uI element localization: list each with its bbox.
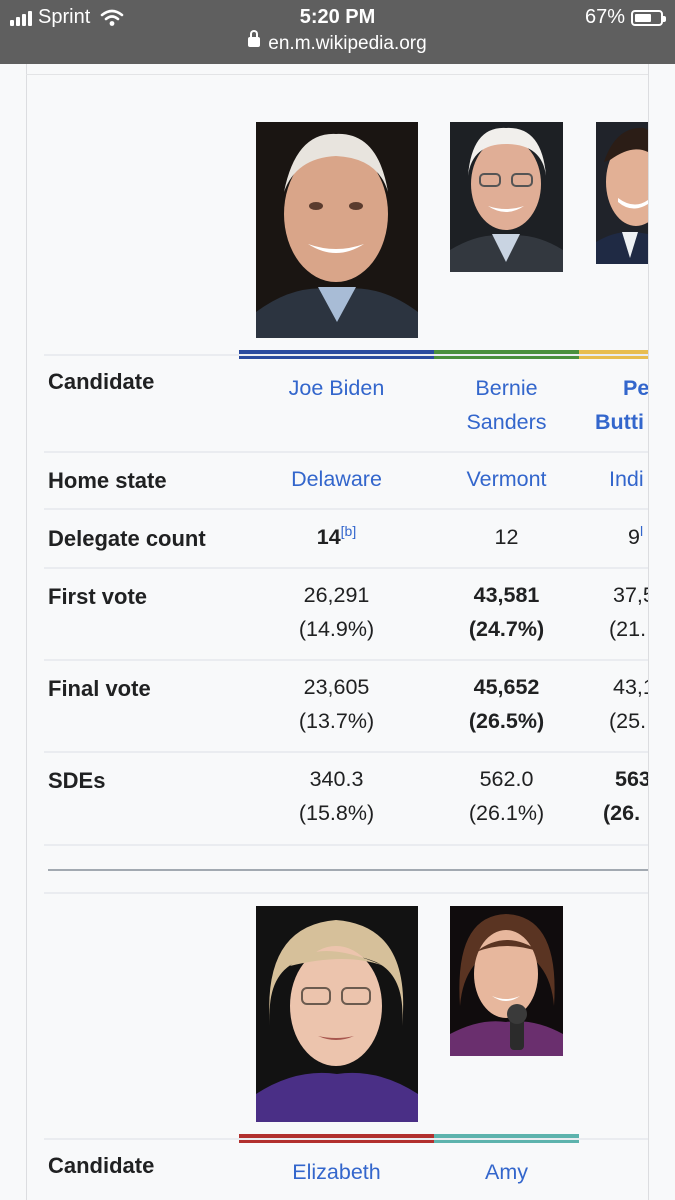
vote-count: 37,5	[613, 583, 648, 607]
vote-percent: (24.7%)	[468, 617, 545, 641]
section-separator	[48, 869, 648, 871]
candidate-name-biden[interactable]: Joe Biden	[239, 371, 434, 405]
delegates-buttigieg: 9l	[628, 520, 648, 554]
candidate-link-line2[interactable]: Sanders	[466, 410, 547, 434]
vote-percent: (26.5%)	[468, 709, 545, 733]
candidate-name-sanders[interactable]: Bernie Sanders	[434, 371, 579, 439]
candidate-photo-klobuchar[interactable]	[450, 906, 563, 1056]
row-label-candidate: Candidate	[48, 1153, 155, 1178]
results-infobox: Candidate Joe Biden Bernie Sanders Pe Bu…	[0, 64, 648, 1200]
row-label-candidate: Candidate	[48, 369, 155, 394]
vote-percent: (13.7%)	[298, 709, 375, 733]
candidate-name-buttigieg[interactable]: Pe Butti	[595, 371, 648, 439]
row-divider	[44, 659, 648, 661]
candidate-link[interactable]: Joe Biden	[288, 376, 385, 400]
delegate-value: 9	[628, 525, 640, 549]
lock-icon	[248, 29, 261, 47]
home-state-biden[interactable]: Delaware	[291, 467, 382, 491]
row-label-final-vote: Final vote	[48, 676, 151, 701]
sde-percent: (26.	[603, 801, 641, 825]
row-divider	[44, 844, 648, 846]
battery-icon	[631, 9, 666, 26]
battery-indicator: 67%	[584, 6, 666, 29]
home-state-buttigieg[interactable]: Indi	[609, 467, 644, 491]
delegates-sanders: 12	[494, 525, 519, 549]
reference-link[interactable]: l	[639, 522, 644, 539]
sde-value: 563	[615, 767, 648, 791]
first-vote-sanders: 43,581 (24.7%)	[434, 578, 579, 646]
page-border-right	[648, 64, 649, 1200]
vote-percent: (14.9%)	[298, 617, 375, 641]
candidate-link-line1[interactable]: Bernie	[475, 376, 538, 400]
row-label-home-state: Home state	[48, 468, 167, 493]
carrier-name: Sprint	[38, 6, 91, 28]
delegates-biden: 14[b]	[239, 520, 434, 554]
sde-percent: (26.1%)	[468, 801, 545, 825]
row-divider	[44, 1138, 648, 1140]
final-vote-buttigieg: 43,1 (25.	[609, 670, 648, 738]
row-divider	[44, 508, 648, 510]
page-border-left	[26, 64, 27, 1200]
vote-count: 26,291	[303, 583, 370, 607]
sde-percent: (15.8%)	[298, 801, 375, 825]
final-vote-sanders: 45,652 (26.5%)	[434, 670, 579, 738]
candidate-photo-sanders[interactable]	[450, 122, 563, 272]
row-divider	[44, 451, 648, 453]
first-vote-buttigieg: 37,5 (21.	[609, 578, 648, 646]
home-state-sanders[interactable]: Vermont	[466, 467, 547, 491]
row-label-delegate-count: Delegate count	[48, 526, 206, 551]
first-vote-biden: 26,291 (14.9%)	[239, 578, 434, 646]
final-vote-biden: 23,605 (13.7%)	[239, 670, 434, 738]
reference-link[interactable]: [b]	[340, 522, 357, 539]
clock: 5:20 PM	[299, 6, 376, 28]
sdes-sanders: 562.0 (26.1%)	[434, 762, 579, 830]
sdes-biden: 340.3 (15.8%)	[239, 762, 434, 830]
vote-count: 43,581	[473, 583, 540, 607]
url-text: en.m.wikipedia.org	[268, 33, 427, 54]
wifi-icon	[100, 9, 124, 26]
candidate-photo-biden[interactable]	[256, 122, 418, 338]
candidate-photo-buttigieg[interactable]	[596, 122, 648, 264]
row-divider	[44, 354, 648, 356]
row-divider	[44, 751, 648, 753]
candidate-link-line1[interactable]: Pe	[623, 376, 648, 400]
battery-percent: 67%	[584, 6, 625, 28]
row-label-sdes: SDEs	[48, 768, 106, 793]
row-divider	[44, 567, 648, 569]
vote-percent: (25.	[609, 709, 647, 733]
signal-icon	[10, 10, 32, 26]
candidate-link-line2[interactable]: Butti	[595, 410, 644, 434]
candidate-photo-warren[interactable]	[256, 906, 418, 1122]
vote-percent: (21.	[609, 617, 647, 641]
table-top-border	[26, 74, 648, 75]
vote-count: 45,652	[473, 675, 540, 699]
sde-value: 562.0	[479, 767, 534, 791]
candidate-name-klobuchar[interactable]: Amy	[485, 1160, 528, 1184]
vote-count: 23,605	[303, 675, 370, 699]
sdes-buttigieg: 563 (26.	[603, 762, 648, 830]
vote-count: 43,1	[613, 675, 648, 699]
sde-value: 340.3	[309, 767, 364, 791]
carrier-indicator: Sprint	[10, 6, 124, 29]
candidate-name-warren[interactable]: Elizabeth	[292, 1160, 381, 1184]
row-label-first-vote: First vote	[48, 584, 148, 609]
address-bar[interactable]: en.m.wikipedia.org	[0, 29, 675, 55]
status-bar: Sprint 5:20 PM 67% en.m.wikipedia.org	[0, 0, 675, 64]
row-divider	[44, 892, 648, 894]
delegate-value: 14	[316, 525, 341, 549]
